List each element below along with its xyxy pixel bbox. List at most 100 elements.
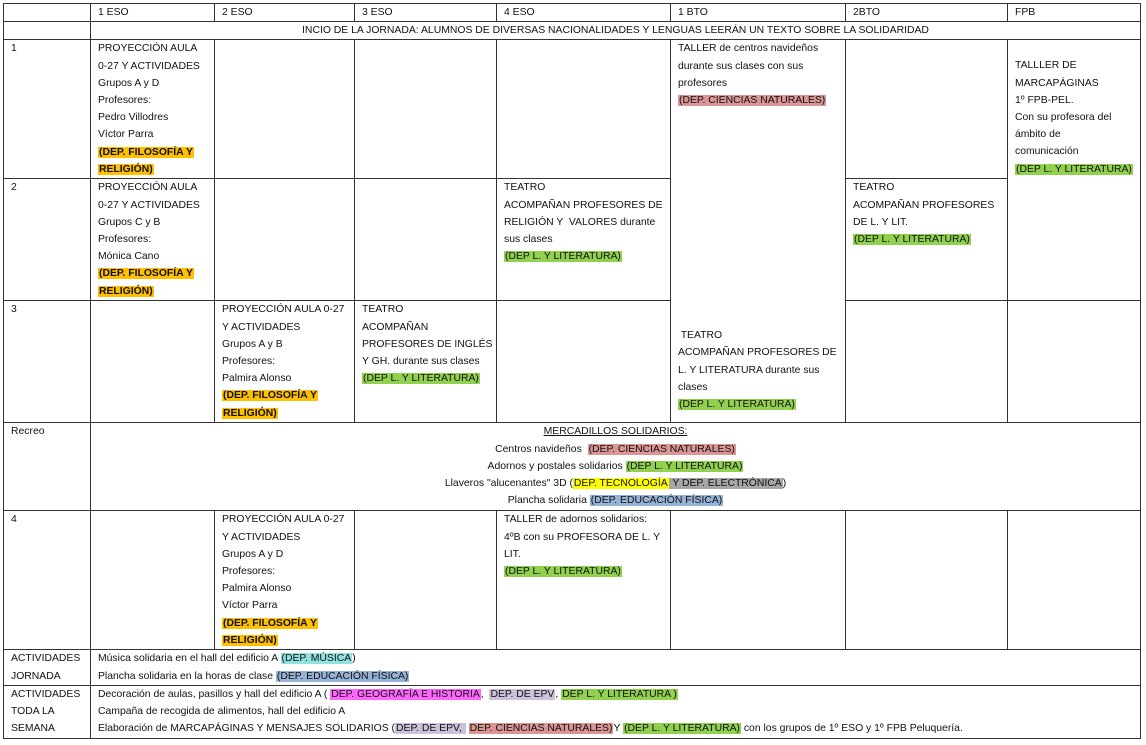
text-line: Grupos A y D [98,75,214,92]
text-line: DE L. Y LIT. [853,214,1007,231]
text-segment: Palmira Alonso [222,373,292,385]
text-segment: ACOMPAÑAN [362,321,429,333]
cell-4eso: TALLER de adornos solidarios: 4ºB con su … [496,510,671,651]
cell-fpb [1007,510,1141,651]
text-line: Elaboración de MARCAPÁGINAS Y MENSAJES S… [98,720,1140,737]
text-segment: PROYECCIÓN AULA 0-27 [222,304,345,316]
cell-2bto [845,300,1008,424]
text-segment: Plancha solidaria en la horas de clase [98,670,276,682]
text-line: TODA LA [11,703,90,720]
header-1eso: 1 ESO [90,2,215,23]
text-line: PROFESORES DE INGLÉS [362,336,496,353]
department-tag: RELIGIÓN) [222,634,278,646]
department-tag: (DEP L. Y LITERATURA) [1015,163,1133,175]
text-line: PROYECCIÓN AULA [98,180,214,197]
text-segment: 0-27 Y ACTIVIDADES [98,199,200,211]
text-line: TALLER de centros navideños [678,41,845,58]
text-line: Campaña de recogida de alimentos, hall d… [98,703,1140,720]
text-line: Adornos y postales solidarios (DEP L. Y … [92,458,1140,475]
text-segment: ) [782,478,787,490]
text-line: RELIGIÓN) [98,283,214,300]
text-segment: Con su profesora del [1015,112,1112,124]
text-segment: comunicación [1015,146,1079,158]
text-segment: Adornos y postales solidarios [487,460,626,472]
header-2eso: 2 ESO [214,2,355,23]
text-line: PROYECCIÓN AULA [98,41,214,58]
text-line: (DEP L. Y LITERATURA) [362,370,496,387]
jornada-label: ACTIVIDADES JORNADA [3,649,91,686]
bto1-teatro-block: TEATRO ACOMPAÑAN PROFESORES DE L. Y LITERA… [678,327,845,413]
text-segment: 1º FPB-PEL. [1015,94,1074,106]
text-line: clases [678,379,845,396]
text-segment: L. Y LITERATURA durante sus [678,364,820,376]
text-line: Grupos C y B [98,214,214,231]
department-tag: (DEP. FILOSOFÍA Y [222,617,318,629]
text-segment: TEATRO [504,182,546,194]
cell-3eso: TEATRO ACOMPAÑAN PROFESORES DE INGLÉS Y GH.… [354,300,497,424]
department-tag: DEP L. Y LITERATURA ) [561,688,678,700]
text-line: profesores [678,75,845,92]
text-segment: MERCADILLOS SOLIDARIOS: [543,426,688,438]
text-segment: ACTIVIDADES [11,688,81,700]
text-segment: Y ACTIVIDADES [222,531,301,543]
text-segment: PROYECCIÓN AULA [98,43,198,55]
text-line: Centros navideños (DEP. CIENCIAS NATURAL… [92,441,1140,458]
text-segment: sus clases [504,234,553,246]
text-line: (DEP L. Y LITERATURA) [678,396,845,413]
department-tag: DEP. DE EPV, [395,723,466,735]
department-tag: RELIGIÓN) [98,285,154,297]
department-tag: (DEP. EDUCACIÓN FÍSICA) [589,495,724,507]
text-line: (DEP. FILOSOFÍA Y [222,387,354,404]
cell-1eso: PROYECCIÓN AULA 0-27 Y ACTIVIDADES Grupos … [90,39,215,180]
semana-label: ACTIVIDADES TODA LA SEMANA [3,684,91,739]
text-segment: TALLLER DE [1015,60,1077,72]
semana-content: Decoración de aulas, pasillos y hall del… [90,684,1141,739]
cell-3eso [354,178,497,302]
period-2-row: 2 PROYECCIÓN AULA 0-27 Y ACTIVIDADES Grupo… [3,178,1141,302]
text-segment: JORNADA [11,670,61,682]
text-line: Y ACTIVIDADES [222,319,354,336]
cell-2eso: PROYECCIÓN AULA 0-27 Y ACTIVIDADES Grupos … [214,300,355,424]
text-segment: Música solidaria en el hall del edificio… [98,653,281,665]
cell-1eso [90,510,215,651]
text-segment: 0-27 Y ACTIVIDADES [98,60,200,72]
text-segment: Decoración de aulas, pasillos y hall del… [98,688,331,700]
header-2bto: 2BTO [845,2,1008,23]
text-segment: ACOMPAÑAN PROFESORES DE [504,199,663,211]
text-segment: ACOMPAÑAN PROFESORES DE [678,347,837,359]
department-tag: (DEP. CIENCIAS NATURALES) [678,95,827,107]
text-line: JORNADA [11,668,90,685]
department-tag: (DEP. FILOSOFÍA Y [98,268,194,280]
text-segment: ámbito de [1015,129,1061,141]
text-line: ACOMPAÑAN PROFESORES [853,197,1007,214]
text-line: 0-27 Y ACTIVIDADES [98,58,214,75]
recreo-content: MERCADILLOS SOLIDARIOS: Centros navideños… [90,422,1141,512]
department-tag: (DEP L. Y LITERATURA) [623,723,741,735]
text-segment: TALLER de adornos solidarios: [504,514,648,526]
cell-fpb: TALLLER DE MARCAPÁGINAS 1º FPB-PEL. Con su … [1007,39,1141,302]
text-segment: Y GH. durante sus clases [362,356,480,368]
text-line: TEATRO [853,180,1007,197]
cell-3eso [354,39,497,180]
text-segment: Profesores: [98,95,152,107]
department-tag: (DEP. MÚSICA [280,653,353,665]
text-line: Víctor Parra [98,126,214,143]
department-tag: Y DEP. ELECTRÓNICA [668,478,783,490]
header-fpb: FPB [1007,2,1141,23]
header-row: 1 ESO 2 ESO 3 ESO 4 ESO 1 BTO 2BTO FPB [3,2,1141,23]
cell-2eso [214,178,355,302]
semana-row: ACTIVIDADES TODA LA SEMANA Decoración de a… [3,684,1141,739]
text-segment: TEATRO [678,330,723,342]
jornada-content: Música solidaria en el hall del edificio… [90,649,1141,686]
text-line: RELIGIÓN) [222,405,354,422]
text-segment: Grupos A y D [222,548,284,560]
text-segment: Palmira Alonso [222,583,292,595]
text-segment: ACTIVIDADES [11,653,81,665]
period-1-row: 1 PROYECCIÓN AULA 0-27 Y ACTIVIDADES Grupo… [3,39,1141,424]
text-line: 1º FPB-PEL. [1015,92,1140,109]
text-line: RELIGIÓN) [98,161,214,178]
text-segment: Pedro Villodres [98,112,169,124]
text-line: TALLER de adornos solidarios: [504,512,670,529]
text-line: Profesores: [222,353,354,370]
text-segment: RELIGIÓN Y VALORES durante [504,216,656,228]
